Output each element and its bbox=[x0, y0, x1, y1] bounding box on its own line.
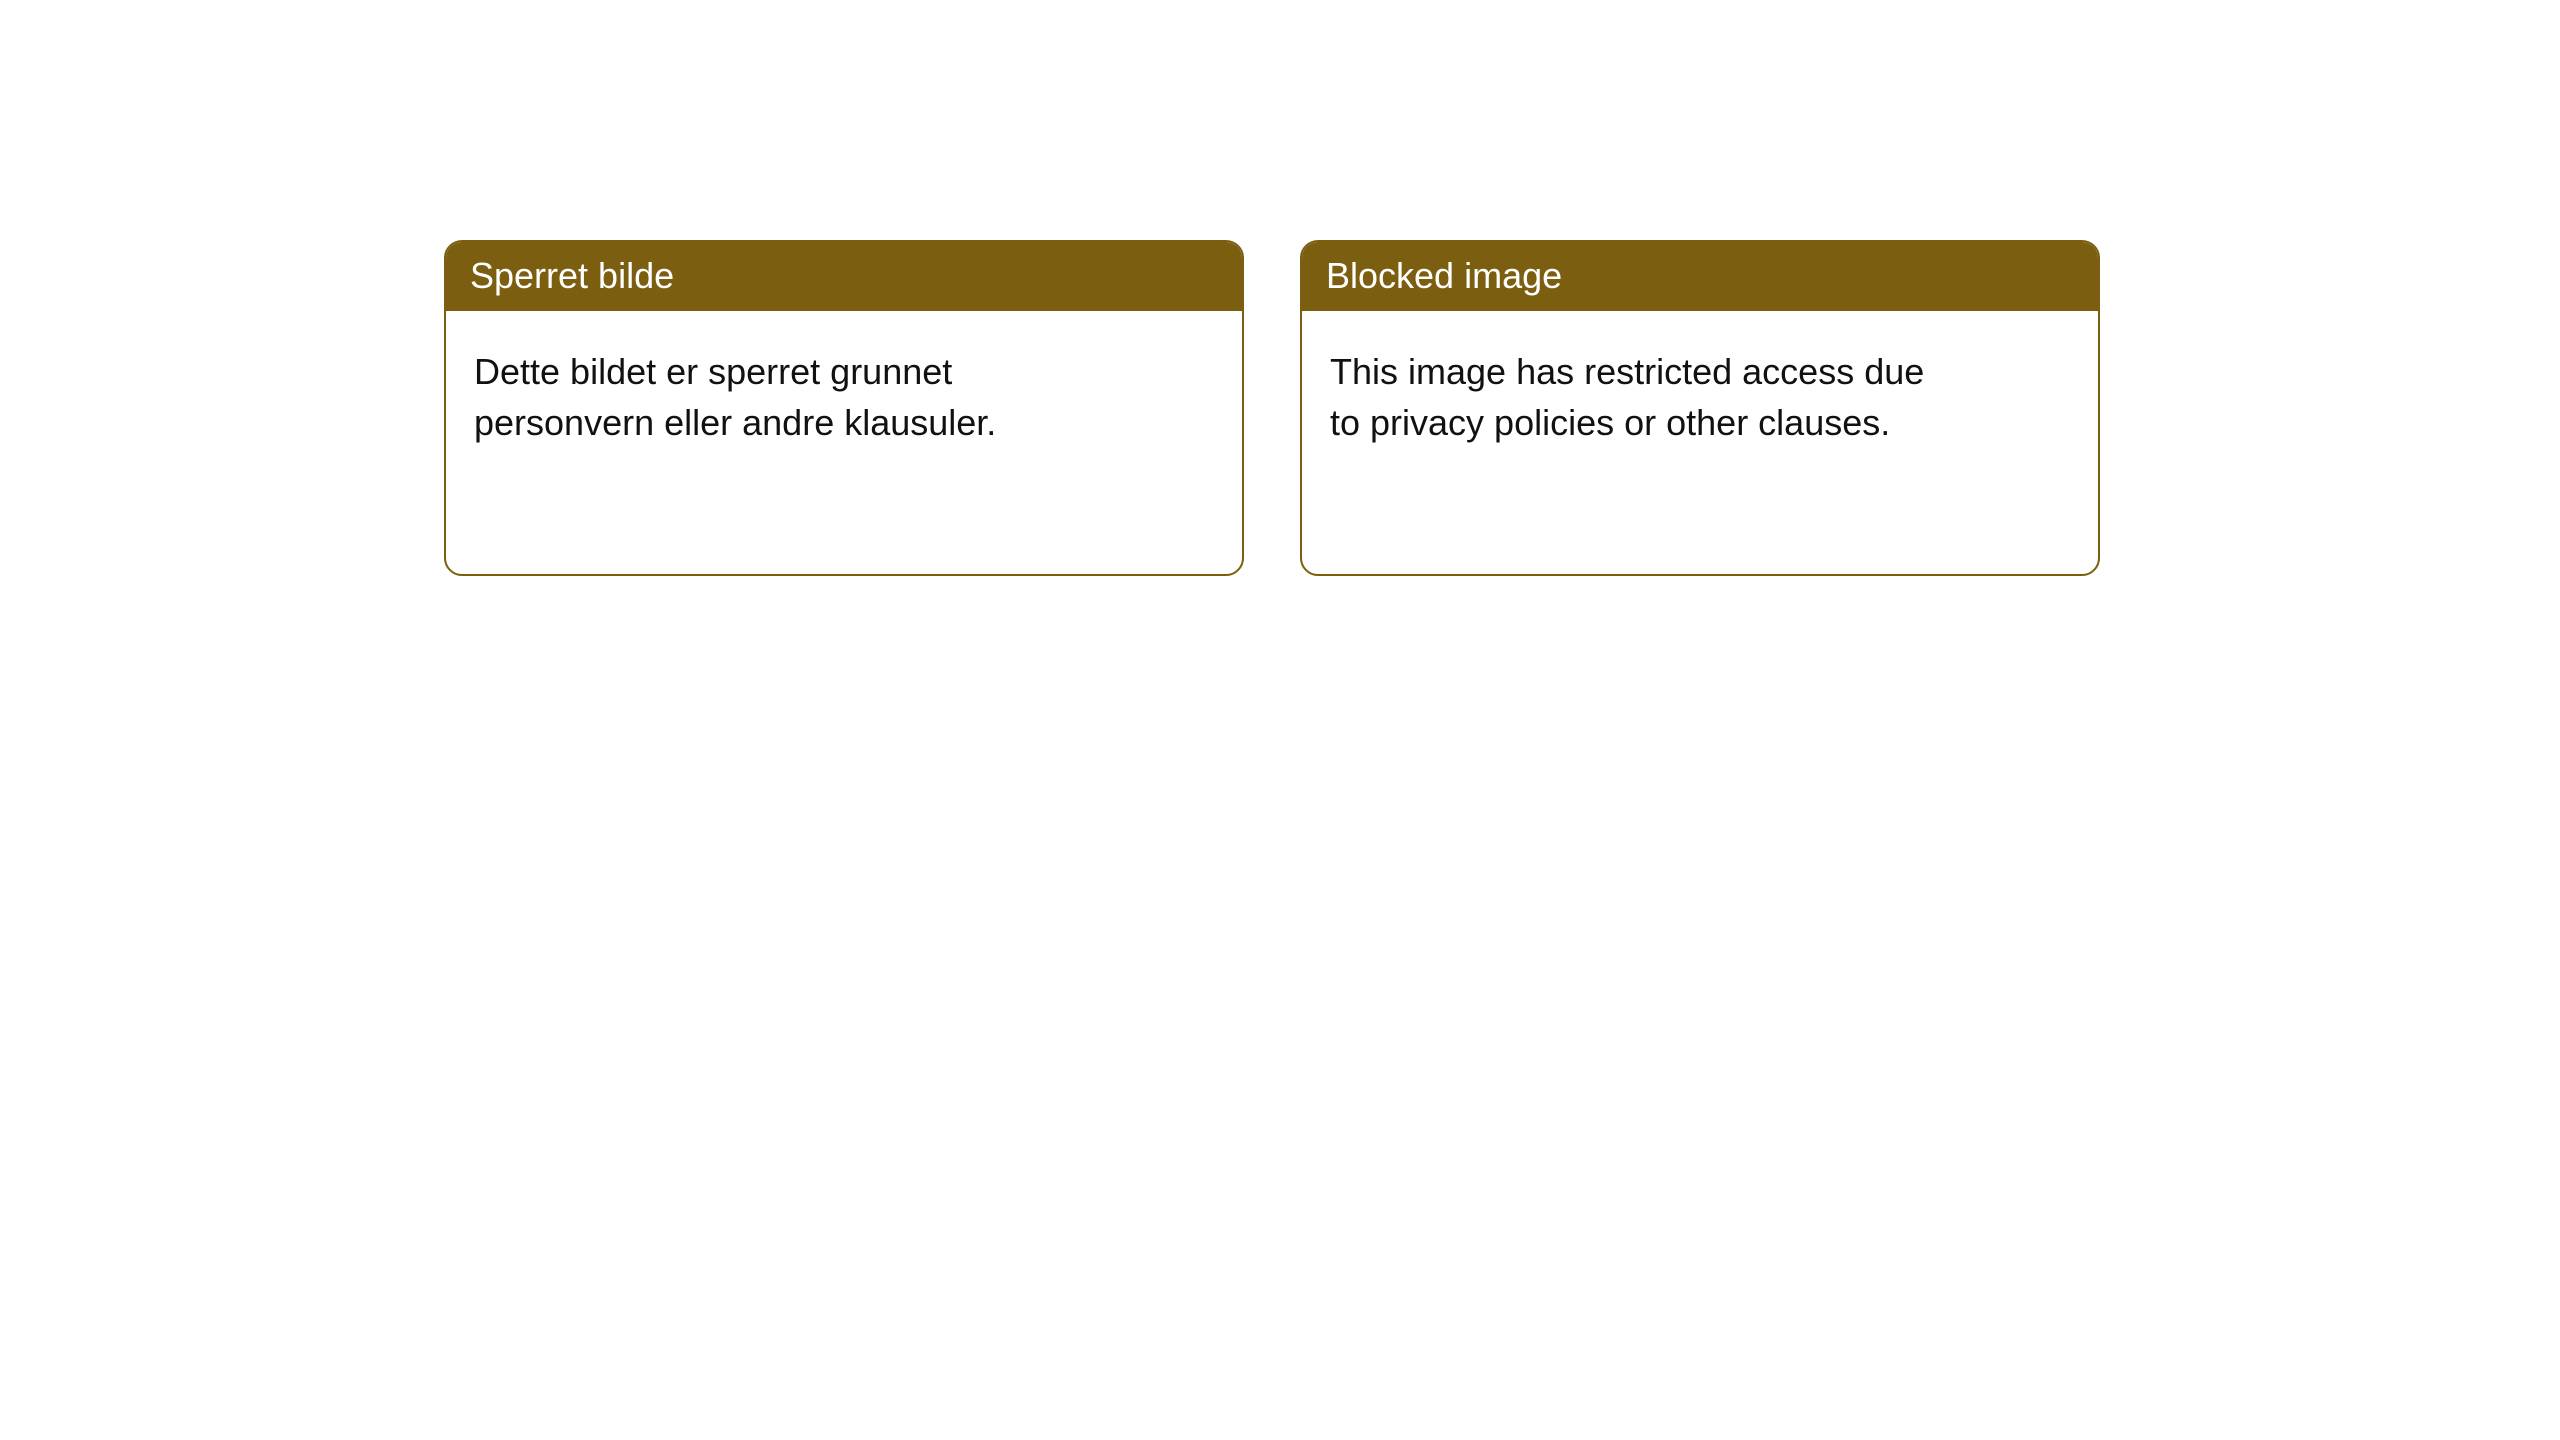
notice-card-norwegian: Sperret bilde Dette bildet er sperret gr… bbox=[444, 240, 1244, 576]
notice-card-header: Blocked image bbox=[1302, 242, 2098, 311]
notice-cards-row: Sperret bilde Dette bildet er sperret gr… bbox=[0, 0, 2560, 576]
notice-card-body: Dette bildet er sperret grunnet personve… bbox=[446, 311, 1126, 476]
notice-card-english: Blocked image This image has restricted … bbox=[1300, 240, 2100, 576]
notice-card-body: This image has restricted access due to … bbox=[1302, 311, 1982, 476]
notice-card-header: Sperret bilde bbox=[446, 242, 1242, 311]
